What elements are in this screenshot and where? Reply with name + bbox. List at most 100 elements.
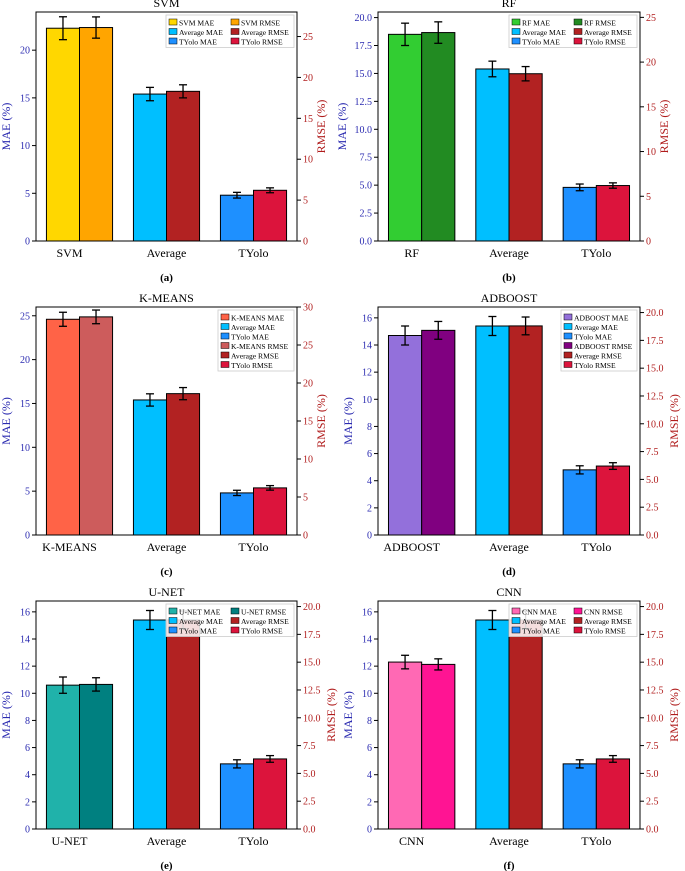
x-tick-label: Average [147,540,187,554]
y-tick-label-right: 10 [646,147,656,158]
y-tick-label-left: 2.5 [360,209,373,220]
legend-label: ADBOOST RMSE [574,342,633,351]
y-tick-label-right: 15.0 [303,658,321,669]
y-tick-label-left: 10 [20,689,30,700]
legend-swatch [573,28,583,35]
y-tick-label-right: 12.5 [646,685,664,696]
y-axis-label-left: MAE (%) [341,691,355,739]
plot-frame [377,11,641,242]
bar-mae-svm [45,27,80,242]
y-tick-label-right: 10 [303,155,313,166]
bar-mae-rf [387,33,423,242]
bar-rmse-k-means [79,316,114,536]
legend-swatch [230,617,240,624]
legend-box [165,603,295,637]
legend-label: TYolo MAE [574,332,612,341]
y-tick-label-left: 25 [20,311,30,322]
legend-swatch [511,37,521,45]
x-tick-label: TYolo [238,246,268,260]
bar-mae-cnn [387,661,423,830]
panel-label: (f) [504,860,515,871]
y-tick-label-left: 14 [362,635,372,646]
legend-swatch [563,342,573,349]
chart-panel-6: CNN CNN Average TYolo 0 2 4 6 8 10 12 14 16 0.0 2.5 5.0… [341,585,681,871]
y-tick-label-right: 7.5 [646,741,659,752]
x-tick-label: TYolo [581,540,611,554]
panel-label: (b) [502,272,516,284]
y-axis-label-right: RMSE (%) [657,100,671,154]
legend-label: CNN RMSE [584,607,623,616]
y-tick-label-right: 0.0 [646,825,659,836]
legend-swatch [563,351,573,359]
legend-label: Average RMSE [574,351,622,360]
legend-label: Average RMSE [241,28,289,37]
bar-mae-tyolo [219,194,255,242]
x-tick-label: Average [147,246,187,260]
y-tick-label-right: 0 [303,237,308,248]
bar-mae-tyolo [562,763,597,830]
legend-swatch [511,617,521,624]
y-tick-label-right: 2.5 [646,503,659,514]
x-tick-label: TYolo [238,834,268,848]
y-tick-label-left: 15 [20,399,30,410]
y-tick-label-right: 15 [646,102,656,113]
bar-rmse-svm [79,27,114,242]
chart-title: U-NET [149,585,186,599]
y-tick-label-left: 2 [367,797,372,808]
y-tick-label-right: 5 [303,493,308,504]
y-axis-label-left: MAE (%) [341,397,355,445]
y-tick-label-right: 12.5 [646,391,664,402]
y-tick-label-left: 4 [25,770,30,781]
legend-swatch [230,18,240,26]
y-tick-label-left: 7.5 [360,153,373,164]
y-tick-label-right: 12.5 [303,685,321,696]
bar-mae-tyolo [562,469,597,536]
panel-label: (c) [160,566,173,578]
y-tick-label-right: 5.0 [303,769,316,780]
chart-title: RF [502,0,517,10]
legend-swatch [511,626,521,634]
y-tick-label-left: 14 [20,635,30,646]
bar-mae-tyolo [219,763,255,830]
legend-swatch [511,18,521,26]
legend-label: Average MAE [574,323,618,332]
bar-rmse-adboost [421,329,456,536]
y-tick-label-right: 7.5 [646,447,659,458]
y-tick-label-right: 10.0 [646,713,664,724]
legend-swatch [563,323,573,330]
plot-frame [377,306,641,536]
y-tick-label-left: 0 [25,825,30,836]
legend-swatch [168,607,178,615]
y-tick-label-right: 10 [303,455,313,466]
y-tick-label-right: 17.5 [646,630,664,641]
y-tick-label-left: 6 [367,743,372,754]
legend-swatch [573,626,583,634]
chart-panel-4: ADBOOST ADBOOST Average TYolo 0 2 4 6 8 10 12 14 16 0… [341,291,681,578]
bar-rmse-rf [421,32,456,242]
y-tick-label-right: 5.0 [646,769,659,780]
chart-panel-1: SVM SVM Average TYolo 0 5 10 15 20 0 5 10 15 20 25 MAE … [0,0,328,284]
y-tick-label-right: 0 [646,237,651,248]
y-tick-label-left: 8 [25,716,30,727]
legend-label: Average RMSE [584,617,632,626]
x-tick-label: ADBOOST [383,540,440,554]
legend-swatch [220,361,230,368]
legend-box [508,14,638,48]
bar-rmse-tyolo [253,487,288,536]
y-axis-label-left: MAE (%) [0,691,13,739]
y-tick-label-right: 0.0 [646,531,659,542]
legend-swatch [230,626,240,634]
y-tick-label-right: 25 [303,341,313,352]
y-tick-label-left: 20 [20,355,30,366]
y-tick-label-left: 12.5 [355,97,373,108]
y-tick-label-left: 0.0 [360,237,373,248]
x-tick-label: Average [147,834,187,848]
legend-label: TYolo MAE [179,37,217,46]
bar-rmse-average [166,393,201,536]
legend-label: Average RMSE [231,351,279,360]
y-tick-label-left: 5 [25,189,30,200]
y-tick-label-right: 20.0 [646,308,664,319]
y-axis-label-right: RMSE (%) [324,688,338,742]
legend-swatch [573,617,583,624]
